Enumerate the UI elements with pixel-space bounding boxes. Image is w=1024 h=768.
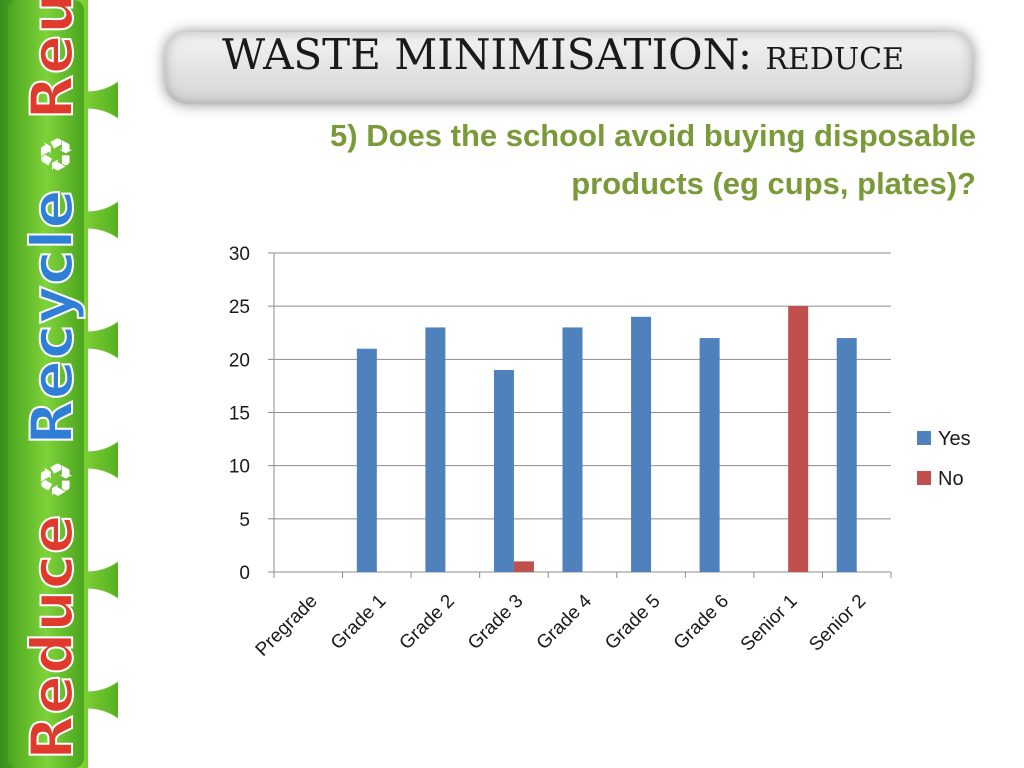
x-tick-label: Grade 4 [533, 590, 597, 654]
question-text: 5) Does the school avoid buying disposab… [330, 118, 976, 201]
bar-no-grade-3 [513, 561, 534, 572]
title-main-text: WASTE MINIMISATION: [222, 30, 766, 79]
y-tick-label: 15 [229, 404, 250, 425]
page-title: WASTE MINIMISATION: REDUCE [222, 30, 904, 79]
bar-yes-grade-2 [425, 327, 446, 572]
banner-strip [8, 0, 84, 768]
x-tick-label: Senior 2 [805, 591, 870, 656]
title-sub-text: REDUCE [765, 42, 905, 77]
x-tick-label: Grade 2 [396, 591, 459, 654]
bar-no-senior-1 [788, 306, 809, 572]
title-plaque [165, 32, 973, 104]
x-tick-label: Grade 6 [670, 591, 733, 654]
x-tick-label: Grade 1 [327, 591, 390, 654]
y-tick-label: 25 [229, 297, 250, 318]
bar-yes-senior-2 [836, 338, 857, 572]
y-tick-label: 0 [239, 563, 250, 584]
legend-label-yes: Yes [938, 428, 971, 450]
x-tick-labels: Pregrade Grade 1 Grade 2 Grade 3 Grade 4 Grad… [252, 590, 871, 660]
x-tick-label: Grade 3 [464, 591, 527, 654]
bar-yes-grade-4 [562, 327, 583, 572]
x-tick-label: Grade 5 [601, 591, 664, 654]
chart-bars [356, 306, 857, 572]
bar-yes-grade-6 [699, 338, 720, 572]
y-tick-labels: 0 5 10 15 20 25 30 [229, 244, 250, 584]
y-tick-label: 5 [239, 510, 250, 531]
side-banner: Reduce♻Recycle♻Reuse [0, 0, 118, 768]
chart-legend: Yes No [917, 428, 971, 490]
x-tick-label: Senior 1 [737, 591, 802, 656]
y-tick-label: 20 [229, 350, 250, 371]
legend-swatch-no [917, 471, 931, 485]
bar-yes-grade-5 [631, 316, 652, 572]
bar-yes-grade-1 [356, 348, 377, 572]
x-tick-label: Pregrade [252, 591, 322, 661]
legend-label-no: No [938, 468, 964, 490]
legend-swatch-yes [917, 431, 931, 445]
y-tick-label: 10 [229, 457, 250, 478]
bar-yes-grade-3 [493, 369, 514, 572]
y-tick-label: 30 [229, 244, 250, 265]
